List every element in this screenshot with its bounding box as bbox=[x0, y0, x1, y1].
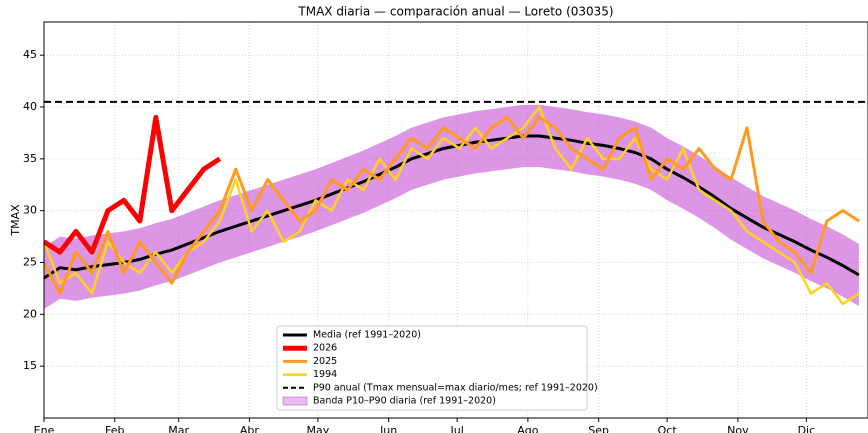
series-line bbox=[44, 134, 860, 280]
x-tick-label: Dic bbox=[798, 424, 816, 433]
legend-box bbox=[276, 325, 588, 411]
x-tick-label: Ene bbox=[34, 424, 55, 433]
chart-title: TMAX diaria — comparación anual — Loreto… bbox=[297, 5, 613, 19]
legend-label: Banda P10–P90 diaria (ref 1991–2020) bbox=[313, 396, 496, 407]
p10-p90-band bbox=[44, 104, 859, 310]
legend-label: 2026 bbox=[313, 343, 337, 354]
y-axis-label: TMAX bbox=[9, 204, 22, 237]
legend-swatch bbox=[282, 396, 308, 406]
x-tick-label: Abr bbox=[240, 424, 260, 433]
plot-frame bbox=[43, 21, 868, 419]
x-tick-label: Sep bbox=[588, 424, 609, 433]
x-tick-label: Nov bbox=[727, 424, 749, 433]
x-tick-label: Mar bbox=[168, 424, 189, 433]
y-tick-label: 15 bbox=[23, 359, 37, 372]
x-tick-label: Jul bbox=[450, 424, 464, 433]
x-tick-label: Oct bbox=[658, 424, 678, 433]
y-tick-label: 20 bbox=[23, 307, 37, 320]
legend: Media (ref 1991–2020) 2026 2025 1994 P90 anu… bbox=[276, 325, 598, 411]
legend-label: Media (ref 1991–2020) bbox=[313, 330, 421, 341]
series-line bbox=[44, 114, 222, 255]
x-tick-label: Feb bbox=[105, 424, 124, 433]
y-tick-label: 35 bbox=[23, 152, 37, 165]
y-tick-label: 45 bbox=[23, 48, 37, 61]
x-tick-label: Ago bbox=[517, 424, 539, 433]
x-tick-label: Jun bbox=[379, 424, 397, 433]
y-tick-label: 40 bbox=[23, 100, 37, 113]
series-line bbox=[44, 105, 860, 306]
series-line bbox=[44, 115, 860, 296]
legend-label: 2025 bbox=[313, 356, 337, 367]
y-tick-label: 30 bbox=[23, 204, 37, 217]
y-tick-label: 25 bbox=[23, 256, 37, 269]
legend-label: 1994 bbox=[313, 369, 337, 380]
x-tick-label: May bbox=[307, 424, 330, 433]
legend-label: P90 anual (Tmax mensual=max diario/mes; … bbox=[313, 382, 598, 393]
